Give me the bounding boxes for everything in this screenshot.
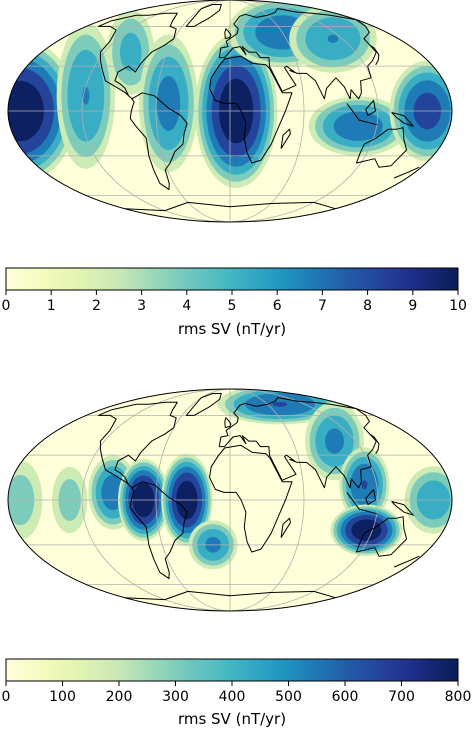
coastline — [369, 433, 380, 454]
colorbar-rect — [5, 658, 459, 682]
colorbar-tick-label: 600 — [332, 689, 359, 705]
coastline — [185, 4, 222, 27]
top-map-outline — [7, 0, 453, 223]
colorbar-tick-label: 10 — [449, 298, 467, 314]
coastline — [369, 44, 380, 65]
bottom-map — [7, 388, 453, 612]
top-colorbar: 0 1 2 3 4 5 6 7 8 9 10 rms SV (nT/yr) — [2, 267, 467, 338]
coastline — [346, 103, 378, 126]
bottom-colorbar-label: rms SV (nT/yr) — [178, 710, 286, 728]
colorbar-tick-label: 0 — [2, 298, 11, 314]
colorbar-tick-label: 0 — [2, 689, 11, 705]
field-contour — [119, 32, 142, 72]
coastline — [346, 492, 378, 515]
colorbar-tick-label: 700 — [388, 689, 415, 705]
coastline — [218, 397, 377, 489]
colorbar-tick-label: 2 — [92, 298, 101, 314]
field-contour — [333, 111, 383, 141]
coastline — [124, 590, 336, 601]
coastline — [129, 481, 188, 580]
colorbar-tick-label: 7 — [318, 298, 327, 314]
field-contour — [156, 75, 181, 131]
field-contour — [272, 401, 288, 407]
bottom-graticule — [8, 389, 452, 611]
colorbar-rect — [5, 267, 459, 291]
top-colorbar-label: rms SV (nT/yr) — [178, 320, 286, 338]
colorbar-tick-label: 300 — [162, 689, 189, 705]
field-contour — [351, 519, 382, 541]
coastline — [218, 8, 377, 100]
colorbar-tick-label: 500 — [275, 689, 302, 705]
bottom-colorbar-ticks: 0 100 200 300 400 500 600 700 800 — [2, 681, 472, 705]
coastline — [365, 99, 376, 117]
coastline — [97, 12, 178, 100]
coastline — [355, 516, 408, 557]
coastline — [209, 444, 293, 553]
top-colorbar-bar — [5, 267, 459, 291]
bottom-coastlines — [97, 393, 420, 601]
coastline — [124, 201, 336, 212]
colorbar-tick-label: 9 — [408, 298, 417, 314]
colorbar-tick-label: 200 — [106, 689, 133, 705]
field-contour — [325, 428, 344, 454]
top-coastlines — [97, 4, 420, 212]
coastline — [224, 417, 232, 429]
coastline — [393, 555, 420, 568]
coastline — [224, 28, 232, 40]
coastline — [391, 112, 414, 127]
coastline — [355, 127, 408, 168]
colorbar-tick-label: 100 — [49, 689, 76, 705]
colorbar-tick-label: 400 — [219, 689, 246, 705]
colorbar-tick-label: 800 — [445, 689, 472, 705]
top-graticule — [8, 0, 452, 222]
field-contour — [361, 480, 368, 490]
coastline — [280, 128, 291, 149]
bottom-colorbar: 0 100 200 300 400 500 600 700 800 rms SV (nT/yr) — [2, 658, 472, 728]
coastline — [97, 401, 178, 489]
top-map — [7, 0, 453, 223]
bottom-colorbar-bar — [5, 658, 459, 682]
coastline — [365, 488, 376, 506]
bottom-map-outline — [7, 388, 453, 612]
coastline — [393, 166, 420, 179]
coastline — [185, 393, 222, 416]
colorbar-tick-label: 3 — [137, 298, 146, 314]
coastline — [280, 517, 291, 538]
colorbar-tick-label: 6 — [273, 298, 282, 314]
colorbar-tick-label: 8 — [363, 298, 372, 314]
colorbar-tick-label: 4 — [182, 298, 191, 314]
colorbar-tick-label: 5 — [228, 298, 237, 314]
top-colorbar-ticks: 0 1 2 3 4 5 6 7 8 9 10 — [2, 290, 467, 314]
field-contour — [327, 34, 339, 43]
coastline — [391, 501, 414, 516]
colorbar-tick-label: 1 — [47, 298, 56, 314]
coastline — [129, 92, 188, 191]
coastline — [209, 55, 293, 164]
